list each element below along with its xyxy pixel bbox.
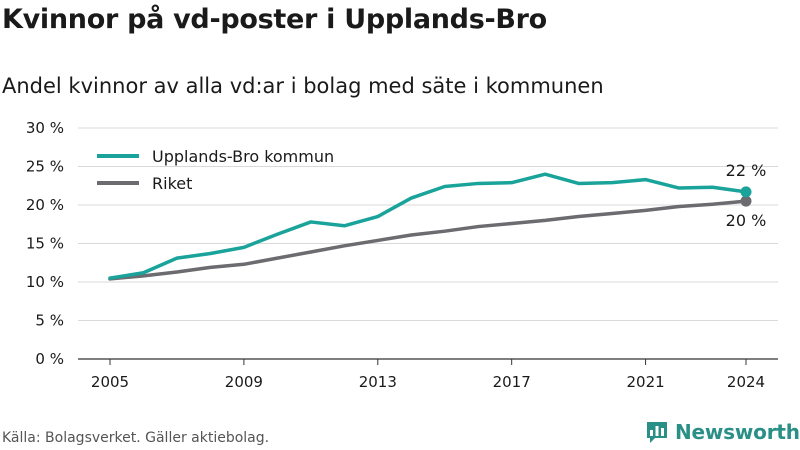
x-tick-label: 2021 — [626, 373, 664, 391]
legend-label: Upplands-Bro kommun — [152, 147, 334, 166]
series-line-riket — [108, 199, 748, 281]
legend-label: Riket — [152, 174, 192, 193]
x-tick-label: 2013 — [359, 373, 397, 391]
end-label-riket: 20 % — [726, 211, 767, 230]
chart-subtitle: Andel kvinnor av alla vd:ar i bolag med … — [2, 74, 604, 98]
end-point-marker — [740, 186, 752, 198]
logo-text: Newsworthy — [675, 420, 800, 444]
grid-lines — [78, 127, 778, 360]
series-lines — [108, 172, 752, 281]
end-point-marker — [740, 195, 752, 207]
y-tick-label: 20 % — [26, 196, 64, 214]
x-tick-label: 2017 — [493, 373, 531, 391]
bar-chart-icon — [647, 422, 667, 443]
x-tick-label: 2005 — [91, 373, 129, 391]
y-tick-label: 0 % — [35, 350, 64, 368]
y-tick-label: 30 % — [26, 119, 64, 137]
x-tick-label: 2024 — [727, 373, 765, 391]
y-tick-label: 5 % — [35, 312, 64, 330]
end-labels: 22 % 20 % — [726, 161, 767, 230]
series-line-upplands-bro — [108, 172, 748, 280]
legend: Upplands-Bro kommun Riket — [97, 147, 334, 193]
source-note: Källa: Bolagsverket. Gäller aktiebolag. — [2, 430, 270, 446]
axes: 0 % 5 % 10 % 15 % 20 % 25 % 30 % 2005 2009 2013 20… — [26, 119, 765, 391]
newsworthy-logo: Newsworthy — [645, 420, 800, 444]
y-tick-label: 25 % — [26, 158, 64, 176]
y-tick-label: 15 % — [26, 235, 64, 253]
y-tick-label: 10 % — [26, 273, 64, 291]
chart-title: Kvinnor på vd-poster i Upplands-Bro — [2, 4, 547, 35]
x-tick-label: 2009 — [225, 373, 263, 391]
end-label-upplands-bro: 22 % — [726, 161, 767, 180]
